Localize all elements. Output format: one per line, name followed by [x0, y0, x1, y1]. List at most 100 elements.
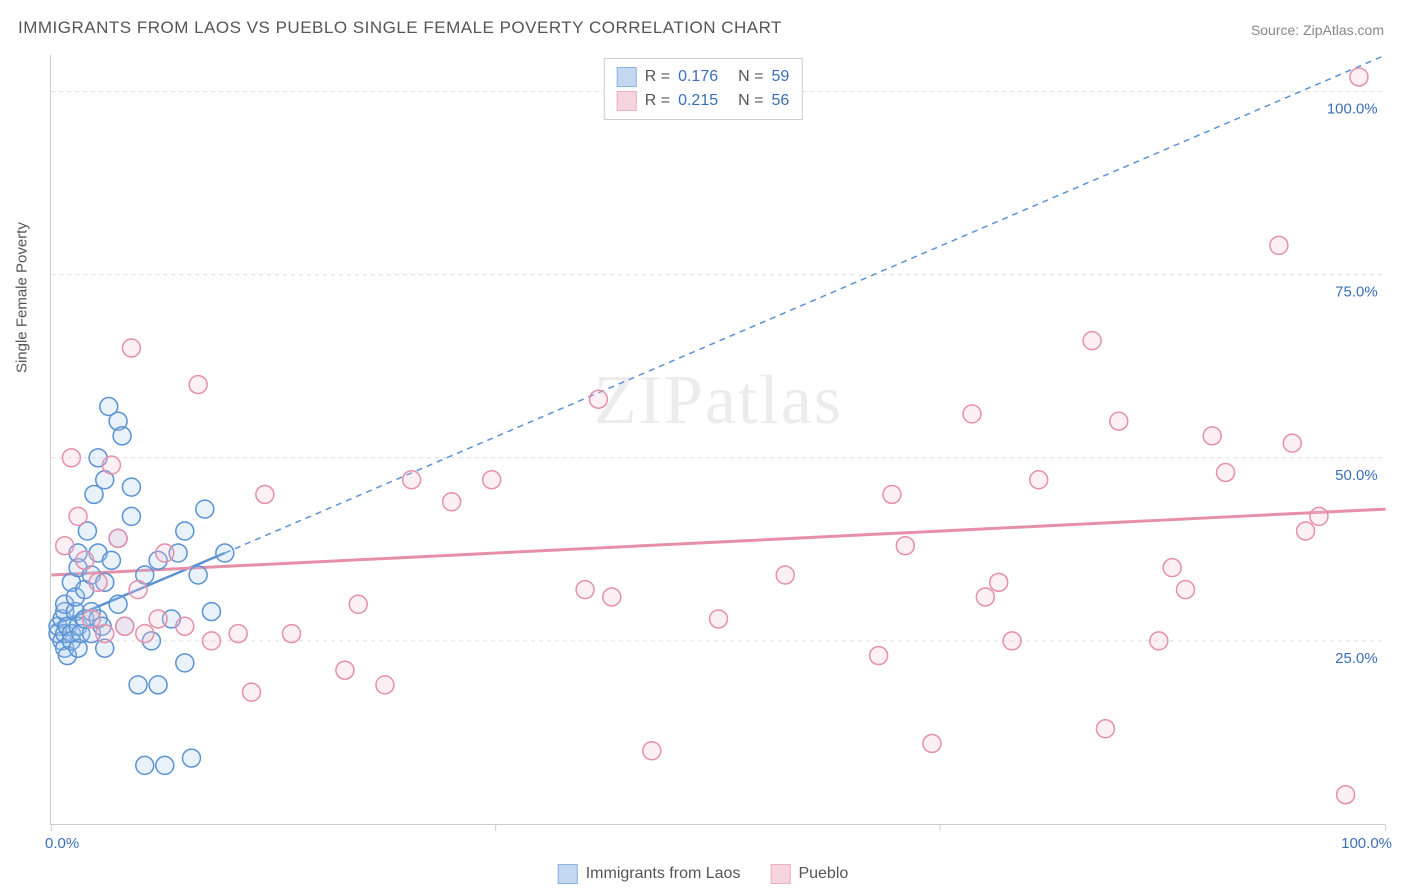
legend-stat-row: R = 0.215 N = 56 [617, 89, 790, 113]
data-point [483, 471, 501, 489]
data-point [189, 566, 207, 584]
data-point [116, 617, 134, 635]
data-point [136, 756, 154, 774]
trend-line-dashed [225, 55, 1386, 553]
legend-series-item: Pueblo [770, 864, 848, 884]
legend-swatch [770, 864, 790, 884]
y-tick-label: 25.0% [1335, 650, 1377, 667]
legend-series-label: Pueblo [798, 865, 848, 883]
legend-n-value: 59 [771, 68, 789, 86]
data-point [156, 756, 174, 774]
data-point [182, 749, 200, 767]
data-point [1150, 632, 1168, 650]
legend-r-value: 0.176 [678, 68, 718, 86]
y-tick-label: 75.0% [1335, 284, 1377, 301]
trend-line [51, 509, 1385, 575]
data-point [243, 683, 261, 701]
data-point [1163, 559, 1181, 577]
data-point [76, 551, 94, 569]
data-point [202, 603, 220, 621]
data-point [129, 676, 147, 694]
data-point [216, 544, 234, 562]
data-point [283, 625, 301, 643]
data-point [176, 654, 194, 672]
legend-swatch [558, 864, 578, 884]
data-point [883, 485, 901, 503]
data-point [1003, 632, 1021, 650]
y-tick-label: 100.0% [1327, 101, 1378, 118]
data-point [149, 676, 167, 694]
legend-swatch [617, 67, 637, 87]
data-point [1337, 786, 1355, 804]
data-point [256, 485, 274, 503]
data-point [1350, 68, 1368, 86]
data-point [82, 610, 100, 628]
data-point [1270, 236, 1288, 254]
chart-container: IMMIGRANTS FROM LAOS VS PUEBLO SINGLE FE… [0, 0, 1406, 892]
y-axis-label: Single Female Poverty [14, 222, 31, 373]
legend-r-label: R = [645, 92, 670, 110]
data-point [109, 595, 127, 613]
plot-area: ZIPatlas 25.0%50.0%75.0%100.0% 0.0%100.0… [50, 55, 1386, 825]
data-point [189, 376, 207, 394]
data-point [349, 595, 367, 613]
data-point [176, 617, 194, 635]
data-point [336, 661, 354, 679]
data-point [229, 625, 247, 643]
data-point [896, 537, 914, 555]
data-point [1310, 507, 1328, 525]
data-point [1177, 581, 1195, 599]
data-point [1283, 434, 1301, 452]
data-point [1083, 332, 1101, 350]
data-point [643, 742, 661, 760]
data-point [102, 456, 120, 474]
data-point [976, 588, 994, 606]
data-point [1297, 522, 1315, 540]
data-point [176, 522, 194, 540]
legend-n-label: N = [738, 92, 763, 110]
data-point [923, 734, 941, 752]
data-point [990, 573, 1008, 591]
legend-series-item: Immigrants from Laos [558, 864, 741, 884]
data-point [56, 537, 74, 555]
data-point [1110, 412, 1128, 430]
data-point [122, 507, 140, 525]
data-point [196, 500, 214, 518]
legend-swatch [617, 91, 637, 111]
data-point [202, 632, 220, 650]
data-point [109, 529, 127, 547]
legend-r-value: 0.215 [678, 92, 718, 110]
legend-stat-row: R = 0.176 N = 59 [617, 65, 790, 89]
legend-stats: R = 0.176 N = 59 R = 0.215 N = 56 [604, 58, 803, 120]
scatter-svg: 25.0% 50.0% 75.0% 100.0% [51, 55, 1386, 824]
data-point [1203, 427, 1221, 445]
legend-n-value: 56 [771, 92, 789, 110]
data-point [1096, 720, 1114, 738]
data-point [710, 610, 728, 628]
data-point [776, 566, 794, 584]
data-point [1217, 463, 1235, 481]
data-point [403, 471, 421, 489]
data-point [102, 551, 120, 569]
data-point [376, 676, 394, 694]
data-point [96, 625, 114, 643]
data-point [870, 647, 888, 665]
y-tick-label: 50.0% [1335, 467, 1377, 484]
data-point [963, 405, 981, 423]
data-point [149, 610, 167, 628]
x-tick-label: 0.0% [45, 835, 79, 852]
data-point [122, 339, 140, 357]
data-point [89, 573, 107, 591]
data-point [1030, 471, 1048, 489]
legend-series-label: Immigrants from Laos [586, 865, 741, 883]
data-point [129, 581, 147, 599]
data-point [589, 390, 607, 408]
data-point [136, 625, 154, 643]
data-point [113, 427, 131, 445]
data-point [443, 493, 461, 511]
data-point [62, 449, 80, 467]
data-point [156, 544, 174, 562]
x-tick-label: 100.0% [1341, 835, 1392, 852]
data-point [603, 588, 621, 606]
legend-r-label: R = [645, 68, 670, 86]
